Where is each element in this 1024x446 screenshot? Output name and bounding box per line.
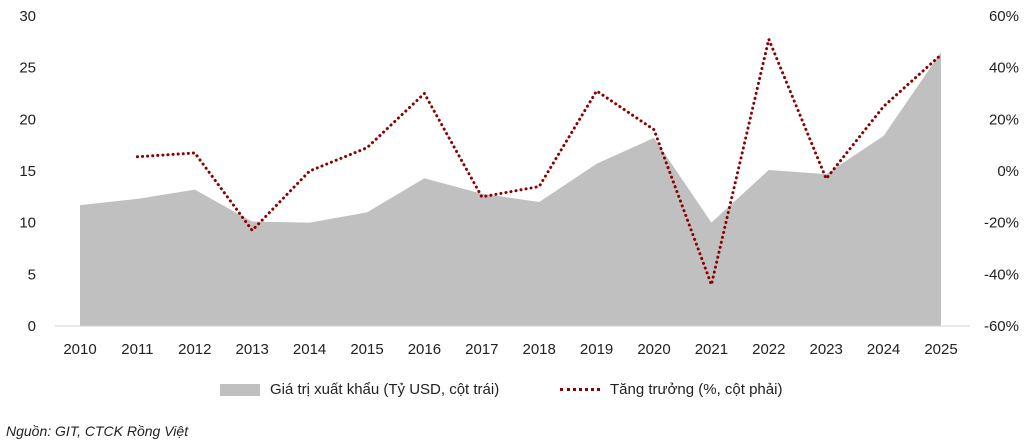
right-axis-tick-label: 60% [989,8,1019,25]
x-axis-tick-label: 2013 [236,341,269,358]
left-axis-tick-label: 20 [19,111,36,128]
legend-item-line: Tăng trưởng (%, cột phải) [560,381,782,398]
x-axis-tick-label: 2012 [178,341,211,358]
x-axis-tick-label: 2023 [810,341,843,358]
x-axis-tick-label: 2021 [695,341,728,358]
x-axis-tick-label: 2010 [63,341,96,358]
right-axis-tick-label: 40% [989,60,1019,77]
left-axis-tick-label: 0 [28,318,36,335]
right-axis-tick-label: -20% [984,215,1019,232]
legend-label-line: Tăng trưởng (%, cột phải) [610,381,783,398]
legend: Giá trị xuất khẩu (Tỷ USD, cột trái) Tăn… [0,381,1024,405]
x-axis-tick-label: 2018 [523,341,556,358]
x-axis-tick-label: 2016 [408,341,441,358]
right-axis: -60% -40% -20% 0% 20% 40% 60% [984,8,1019,335]
right-axis-tick-label: -60% [984,318,1019,335]
x-axis: 2010 2011 2012 2013 2014 2015 2016 2017 2018 2019… [63,341,957,358]
x-axis-tick-label: 2015 [350,341,383,358]
area-layer [80,52,941,327]
area-series-export-value [80,52,941,327]
x-axis-tick-label: 2022 [752,341,785,358]
right-axis-tick-label: 0% [997,163,1019,180]
legend-swatch-area [220,383,260,396]
right-axis-tick-label: 20% [989,111,1019,128]
left-axis-tick-label: 10 [19,215,36,232]
source-note: Nguồn: GIT, CTCK Rồng Việt [6,423,189,439]
left-axis-tick-label: 30 [19,8,36,25]
x-axis-tick-label: 2017 [465,341,498,358]
left-axis: 0 5 10 15 20 25 30 [19,8,36,335]
right-axis-tick-label: -40% [984,266,1019,283]
left-axis-tick-label: 5 [28,266,36,283]
x-axis-tick-label: 2014 [293,341,326,358]
legend-label-area: Giá trị xuất khẩu (Tỷ USD, cột trái) [270,381,500,398]
x-axis-tick-label: 2020 [637,341,670,358]
x-axis-tick-label: 2024 [867,341,900,358]
legend-swatch-line [560,388,600,391]
left-axis-tick-label: 25 [19,60,36,77]
left-axis-tick-label: 15 [19,163,36,180]
x-axis-tick-label: 2025 [924,341,957,358]
legend-item-area: Giá trị xuất khẩu (Tỷ USD, cột trái) [220,381,499,398]
x-axis-tick-label: 2011 [121,341,153,358]
x-axis-tick-label: 2019 [580,341,613,358]
